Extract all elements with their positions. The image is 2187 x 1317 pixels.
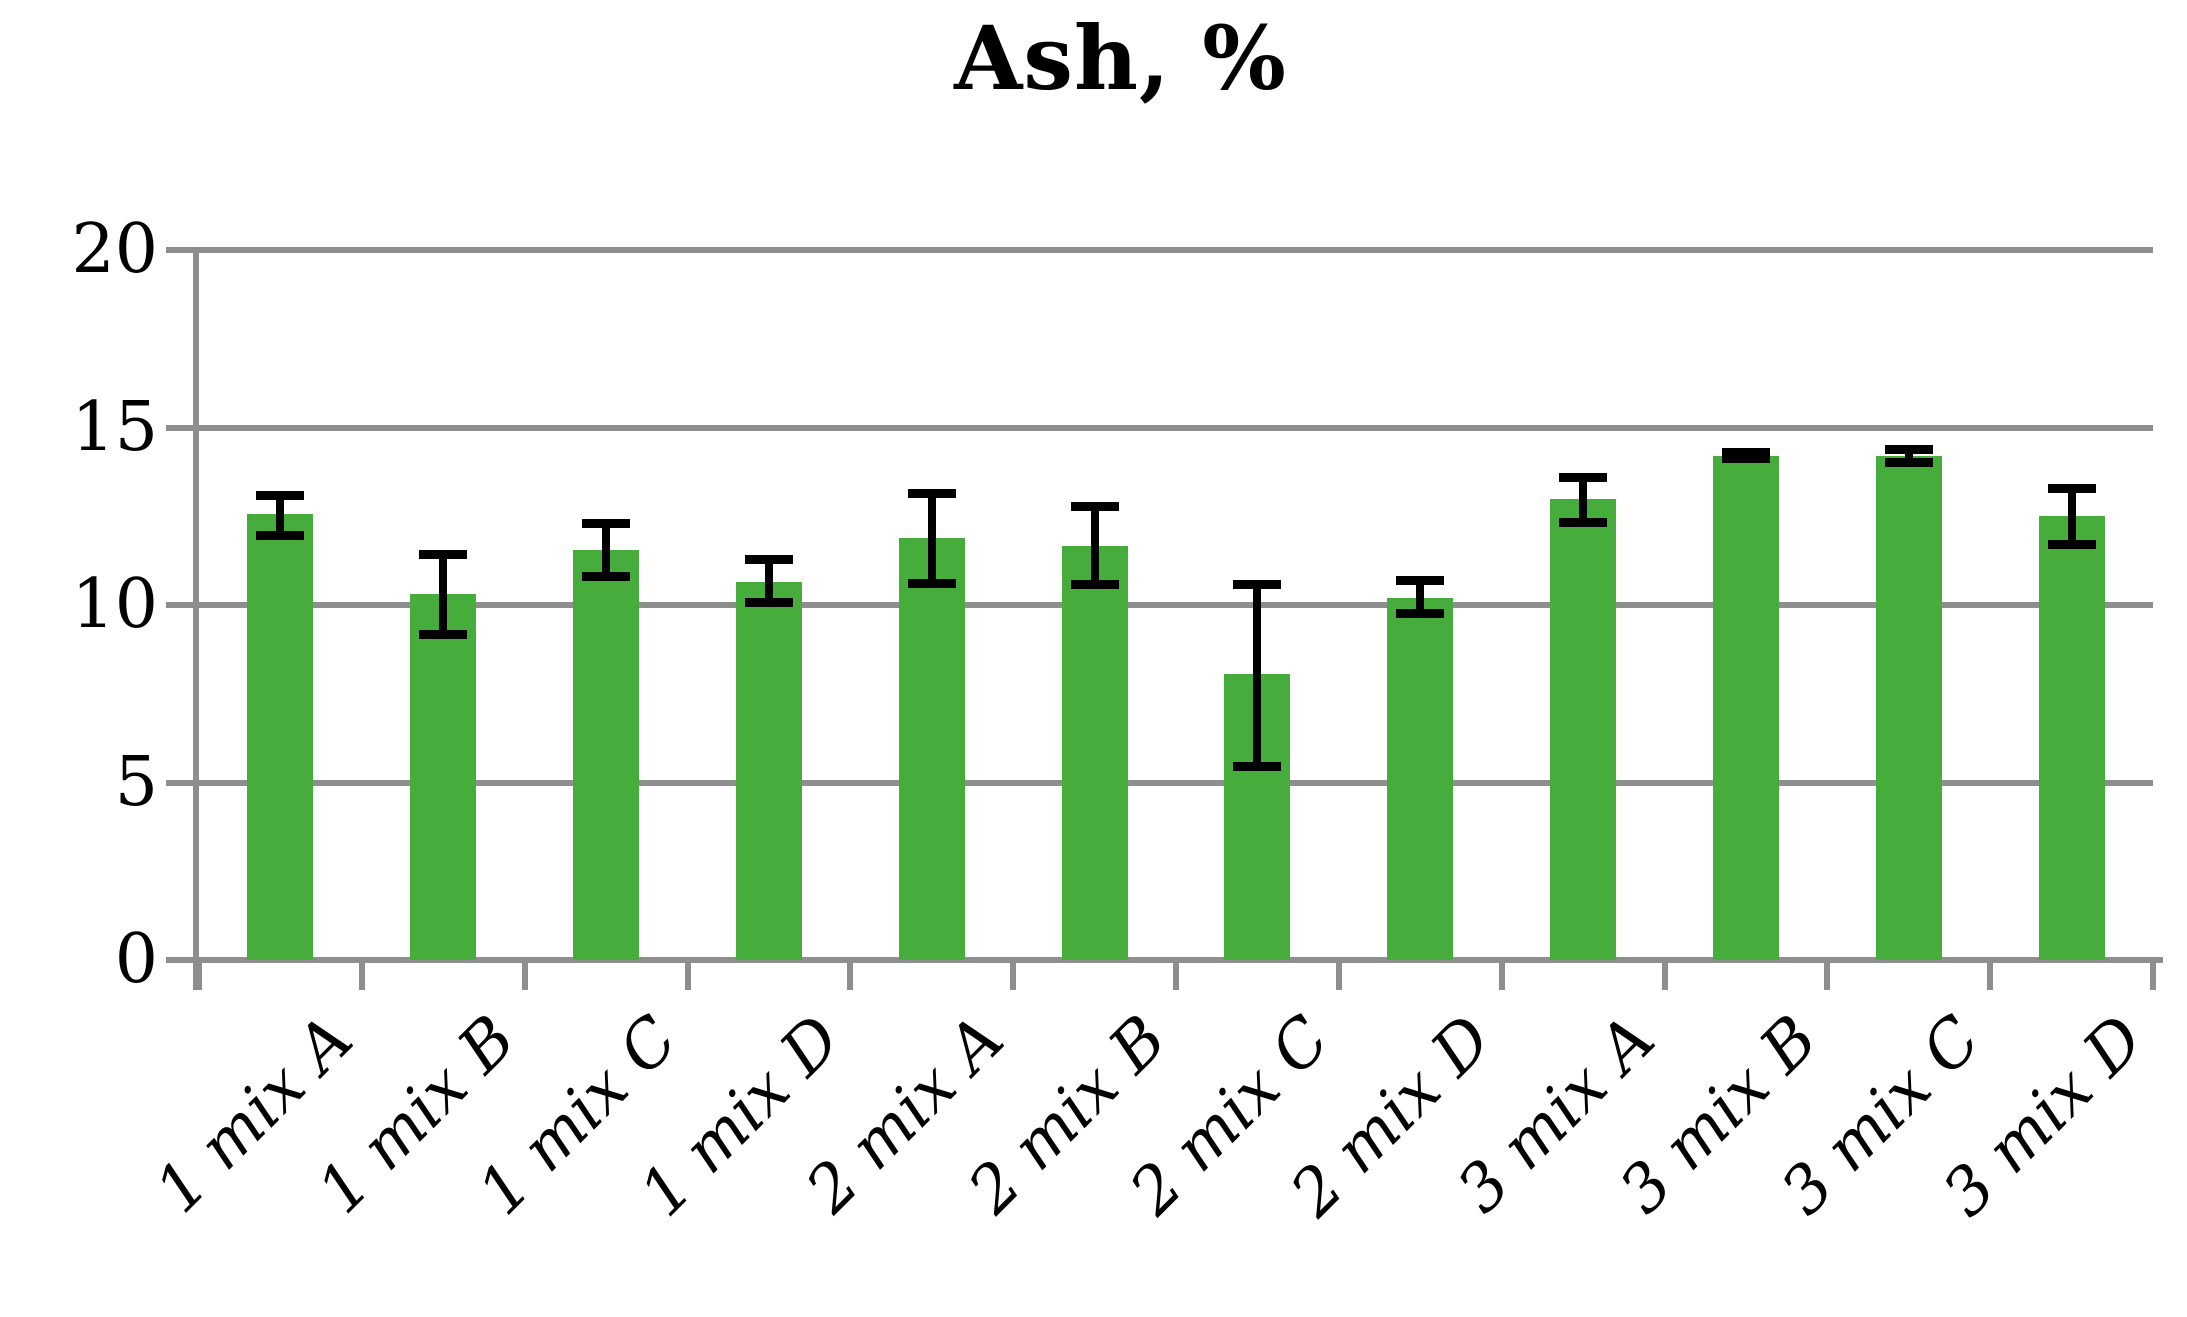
- gridline: [166, 602, 2153, 608]
- error-bar-line: [1416, 580, 1425, 614]
- error-bar-line: [1253, 583, 1262, 767]
- x-axis-tick: [1010, 960, 1017, 990]
- y-tick-label: 5: [114, 742, 158, 822]
- error-bar-cap-bottom: [1721, 454, 1770, 464]
- y-tick-label: 20: [71, 210, 158, 289]
- error-bar-cap-top: [744, 554, 793, 564]
- bar: [1387, 597, 1454, 960]
- error-bar-cap-bottom: [582, 571, 631, 581]
- error-bar-cap-top: [2047, 483, 2096, 493]
- bar: [1712, 455, 1779, 960]
- y-tick-label: 10: [71, 565, 158, 644]
- x-axis-tick: [1661, 960, 1668, 990]
- gridline: [166, 779, 2153, 786]
- error-bar-line: [1904, 448, 1913, 463]
- bar: [573, 549, 640, 960]
- error-bar-cap-top: [1070, 501, 1119, 511]
- error-bar-cap-top: [1396, 576, 1445, 586]
- error-bar-cap-top: [1559, 473, 1608, 483]
- bar: [2038, 516, 2105, 960]
- error-bar-cap-top: [907, 489, 956, 499]
- y-axis-line: [193, 247, 199, 990]
- bar: [1875, 455, 1942, 960]
- error-bar-line: [602, 523, 611, 577]
- error-bar-cap-bottom: [1233, 761, 1282, 771]
- bar: [247, 514, 314, 960]
- x-axis-tick: [1173, 960, 1179, 990]
- y-tick-label: 15: [71, 387, 158, 467]
- gridline: [166, 247, 2153, 253]
- x-axis-tick: [1498, 960, 1505, 990]
- error-bar-line: [927, 493, 936, 584]
- y-tick-label: 0: [114, 920, 158, 999]
- error-bar-cap-bottom: [1396, 608, 1445, 618]
- x-axis-tick: [521, 960, 528, 990]
- error-bar-cap-bottom: [907, 578, 956, 588]
- x-axis-tick: [847, 960, 854, 990]
- error-bar-cap-bottom: [2047, 539, 2096, 549]
- bar: [735, 581, 802, 960]
- error-bar-cap-top: [419, 549, 468, 559]
- error-bar-line: [1090, 505, 1099, 586]
- error-bar-cap-bottom: [1070, 580, 1119, 590]
- x-axis-tick: [2150, 960, 2156, 990]
- error-bar-cap-top: [582, 519, 631, 529]
- x-axis-tick: [1824, 960, 1831, 990]
- error-bar-line: [2067, 487, 2076, 545]
- error-bar-line: [276, 494, 285, 536]
- error-bar-cap-top: [256, 490, 305, 500]
- error-bar-cap-bottom: [256, 530, 305, 540]
- error-bar-line: [439, 553, 448, 636]
- x-axis-tick: [196, 960, 202, 990]
- x-axis-tick: [1987, 960, 1994, 990]
- bar: [898, 537, 965, 960]
- error-bar-cap-top: [1721, 448, 1770, 458]
- bar: [1550, 498, 1617, 960]
- error-bar-cap-top: [1233, 579, 1282, 589]
- x-axis-tick: [358, 960, 365, 990]
- error-bar-line: [764, 558, 773, 604]
- x-axis-tick: [1335, 960, 1342, 990]
- error-bar-cap-bottom: [1559, 518, 1608, 528]
- chart-title: Ash, %: [954, 6, 1287, 110]
- error-bar-cap-bottom: [419, 630, 468, 640]
- error-bar-cap-top: [1884, 444, 1933, 454]
- x-axis-line: [166, 957, 2163, 963]
- gridline: [166, 424, 2153, 431]
- error-bar-line: [1579, 477, 1588, 524]
- x-axis-tick: [684, 960, 691, 990]
- error-bar-cap-bottom: [1884, 458, 1933, 467]
- error-bar-cap-bottom: [744, 598, 793, 608]
- bar: [410, 594, 477, 960]
- bar: [1061, 546, 1128, 960]
